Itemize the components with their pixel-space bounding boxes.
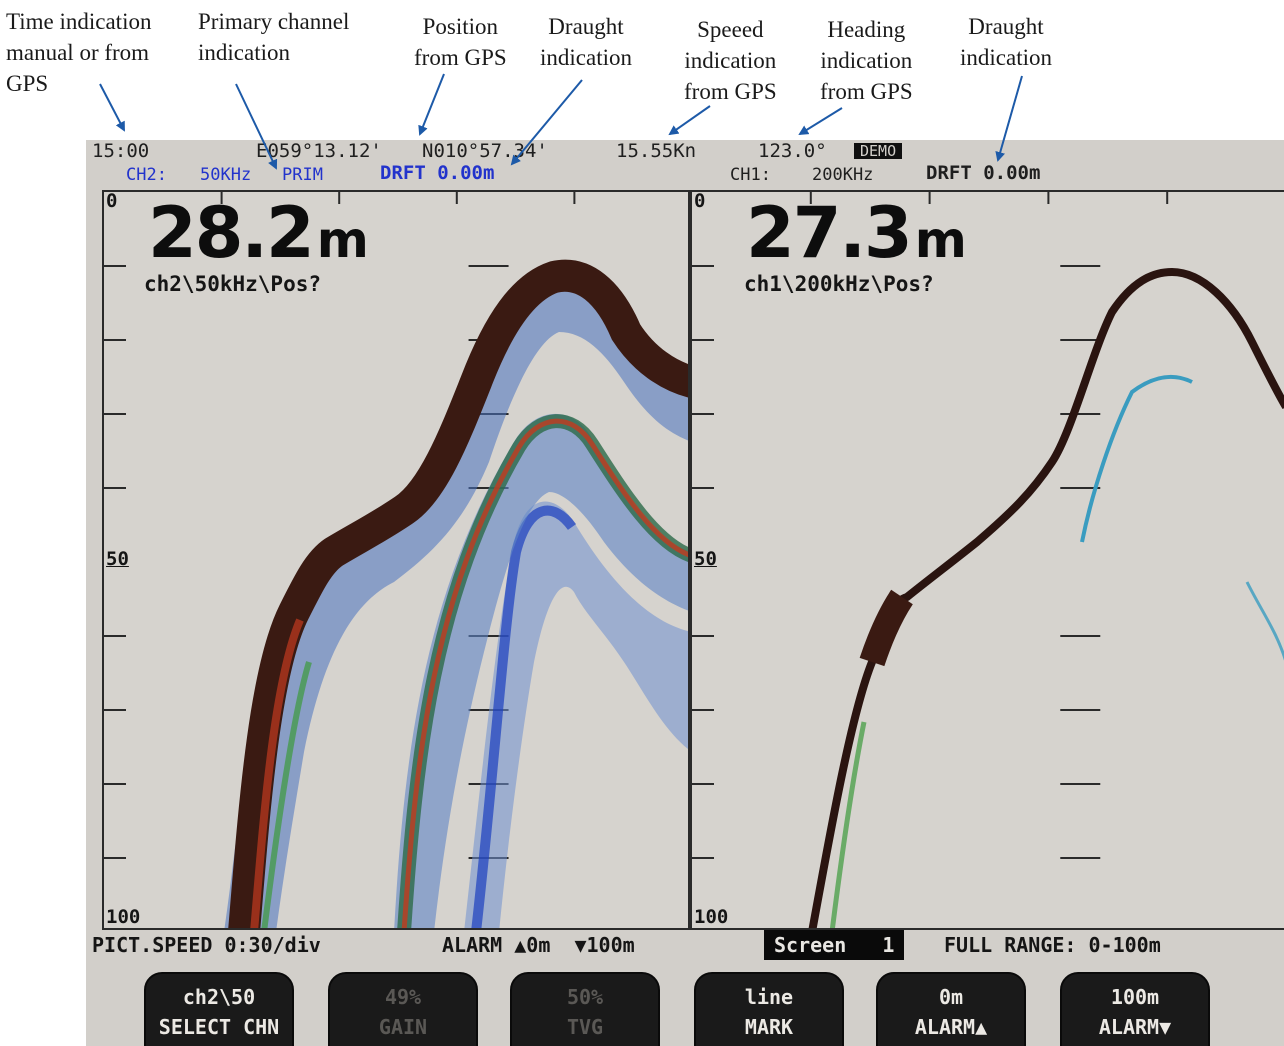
primary-channel-flag: PRIM: [282, 165, 323, 185]
heading-readout: 123.0°: [758, 140, 827, 162]
right-draught-readout: DRFT 0.00m: [926, 162, 1041, 184]
softkey-value: 100m: [1110, 985, 1160, 1009]
channel-line: CH2: 50KHz PRIM DRFT 0.00m CH1: 200KHz D…: [86, 162, 1284, 186]
seabed-echo-patch: [859, 589, 913, 667]
softkey-label: ALARM▲: [914, 1015, 988, 1039]
bottom-info-bar: PICT.SPEED 0:30/div ALARM ▲0m ▼100m Scre…: [86, 930, 1284, 960]
softkey-select-channel[interactable]: ch2\50 SELECT CHN: [144, 972, 294, 1046]
echogram-panel-ch2: 28.2m ch2\50kHz\Pos? 0 50 100: [102, 190, 690, 930]
annotation-draught-left: Draught indication: [540, 14, 632, 70]
left-draught-readout: DRFT 0.00m: [380, 162, 495, 184]
annotation-speed: Speeed indication from GPS: [684, 17, 777, 104]
echogram-ch1: [692, 192, 1284, 928]
channel-info-ch2: ch2\50kHz\Pos?: [144, 272, 322, 296]
annotation-time: Time indication manual or from GPS: [6, 9, 152, 96]
softkey-label: GAIN: [378, 1015, 428, 1039]
right-channel-label: CH1:: [730, 165, 771, 185]
latitude-readout: N010°57.34': [422, 140, 548, 162]
depth-readout-ch2: 28.2m: [148, 192, 369, 274]
left-channel-label: CH2:: [126, 165, 167, 185]
echo-second-core: [401, 418, 688, 928]
softkey-tvg[interactable]: 50% TVG: [510, 972, 660, 1046]
scale-label-top: 0: [106, 190, 118, 212]
seabed-echo-line: [228, 259, 688, 928]
seabed-echo-line: [808, 267, 1284, 928]
annotation-position: Position from GPS: [414, 14, 507, 70]
softkey-value: 50%: [566, 985, 604, 1009]
softkey-gain[interactable]: 49% GAIN: [328, 972, 478, 1046]
screen-number-badge: Screen 1: [764, 930, 905, 960]
softkey-value: line: [744, 985, 794, 1009]
depth-value: 27.3: [746, 192, 913, 274]
depth-unit: m: [316, 211, 369, 269]
right-channel-frequency: 200KHz: [812, 165, 874, 185]
scale-label-bottom: 100: [106, 906, 141, 928]
softkey-mark[interactable]: line MARK: [694, 972, 844, 1046]
softkey-label: ALARM▼: [1098, 1015, 1172, 1039]
depth-value: 28.2: [148, 192, 315, 274]
echogram-ch2: [104, 192, 688, 928]
echogram-panel-ch1: 27.3m ch1\200kHz\Pos? 0 50 100: [690, 190, 1284, 930]
softkey-value: ch2\50: [182, 985, 256, 1009]
seabed-echo-green-fringe: [829, 721, 867, 928]
speed-readout: 15.55Kn: [616, 140, 697, 162]
alarm-range-readout: ALARM ▲0m ▼100m: [442, 933, 635, 957]
seabed-echo-red-fringe: [250, 618, 304, 928]
channel-info-ch1: ch1\200kHz\Pos?: [744, 272, 934, 296]
left-channel-frequency: 50KHz: [200, 165, 252, 185]
scale-label-top: 0: [694, 190, 706, 212]
echo-third-edge: [471, 505, 577, 928]
softkey-alarm-up[interactable]: 0m ALARM▲: [876, 972, 1026, 1046]
scale-label-mid: 50: [694, 548, 717, 570]
picture-speed-readout: PICT.SPEED 0:30/div: [92, 933, 321, 957]
echo-third-return: [464, 501, 688, 928]
depth-unit: m: [914, 211, 967, 269]
annotation-primary-channel: Primary channel indication: [198, 9, 350, 65]
scale-label-bottom: 100: [694, 906, 729, 928]
scale-label-mid: 50: [106, 548, 129, 570]
annotation-heading: Heading indication from GPS: [820, 17, 913, 104]
annotation-draught-right: Draught indication: [960, 14, 1052, 70]
longitude-readout: E059°13.12': [256, 140, 382, 162]
seabed-echo-green-fringe: [261, 661, 312, 928]
arrow-speed: [668, 105, 711, 136]
time-readout: 15:00: [92, 140, 150, 162]
arrow-heading: [798, 107, 843, 136]
status-line: 15:00 E059°13.12' N010°57.34' 15.55Kn 12…: [86, 140, 1284, 162]
arrow-position: [418, 73, 445, 136]
softkey-label: MARK: [744, 1015, 794, 1039]
depth-scale-ticks: [692, 192, 1169, 859]
softkey-label: SELECT CHN: [158, 1015, 280, 1039]
echo-sounder-screen: 15:00 E059°13.12' N010°57.34' 15.55Kn 12…: [86, 140, 1284, 1046]
depth-readout-ch1: 27.3m: [746, 192, 967, 274]
softkey-label: TVG: [566, 1015, 604, 1039]
demo-mode-badge: DEMO: [854, 143, 903, 159]
softkey-value: 49%: [384, 985, 422, 1009]
echo-second-return: [1080, 374, 1193, 543]
full-range-readout: FULL RANGE: 0-100m: [944, 933, 1161, 957]
softkey-alarm-down[interactable]: 100m ALARM▼: [1060, 972, 1210, 1046]
echo-second-return-tail: [1245, 581, 1284, 661]
softkey-value: 0m: [938, 985, 964, 1009]
